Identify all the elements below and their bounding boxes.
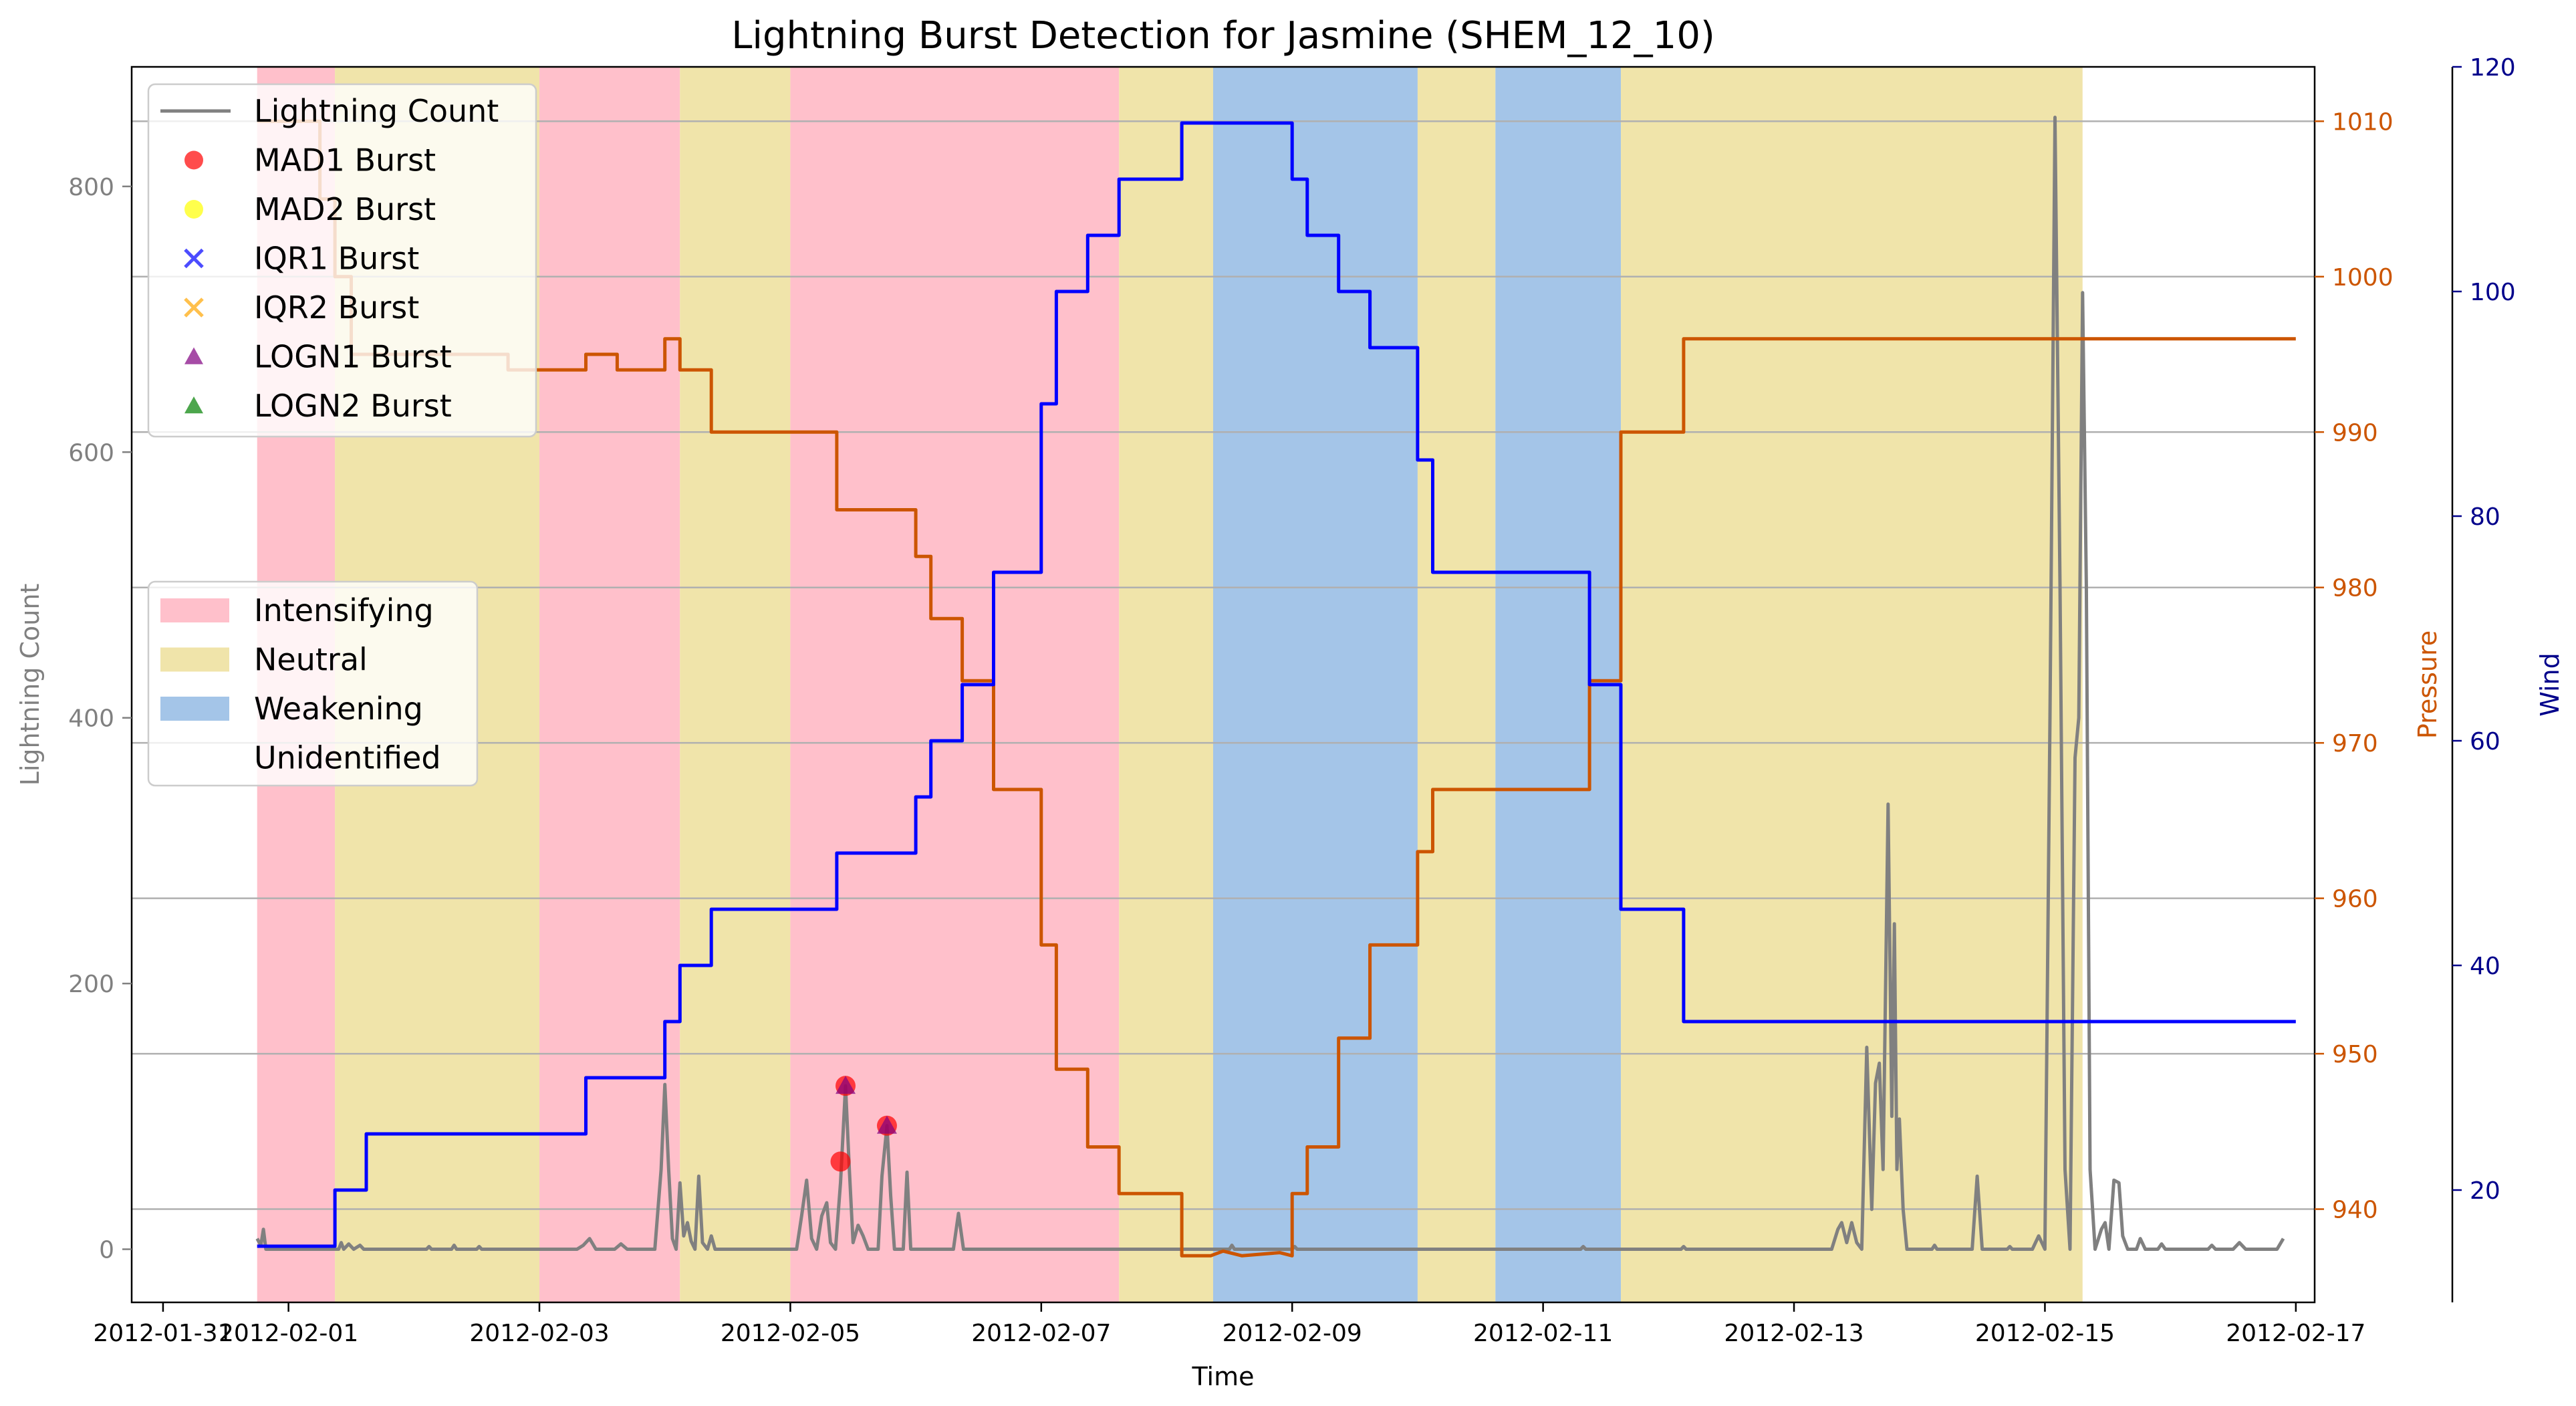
legend-box: [147, 83, 537, 438]
legend-label: Intensifying: [254, 592, 434, 628]
y-tick-label-wind: 120: [2470, 54, 2516, 82]
x-tick-label: 2012-01-31: [93, 1320, 233, 1347]
legend-label: Lightning Count: [254, 93, 499, 129]
phase-band-weakening: [1212, 67, 1418, 1302]
series-line-pressure: [257, 119, 2296, 1258]
legend-label: Neutral: [254, 642, 368, 678]
y-tick-label-pressure: 950: [2332, 1041, 2378, 1068]
y-tick-label-wind: 20: [2470, 1177, 2500, 1205]
y-tick-label-pressure: 970: [2332, 730, 2378, 757]
x-tick-label: 2012-02-11: [1473, 1320, 1613, 1347]
legend-label: Unidentified: [254, 740, 441, 776]
y-tick-label-wind: 100: [2470, 279, 2516, 306]
y-axis-label-lightning: Lightning Count: [15, 584, 45, 786]
burst-markers: [830, 1076, 897, 1172]
series-line-wind: [257, 121, 2296, 1248]
y-tick-label-wind: 40: [2470, 953, 2500, 980]
y-tick-label-pressure: 990: [2332, 419, 2378, 447]
chart-title: Lightning Burst Detection for Jasmine (S…: [731, 14, 1715, 57]
legend-label: IQR1 Burst: [254, 241, 419, 277]
phase-band-neutral: [680, 67, 791, 1302]
y-axis-label-pressure: Pressure: [2413, 630, 2442, 739]
burst-marker-logn1: [876, 1115, 897, 1134]
legend-swatch-x: [184, 248, 204, 269]
legend-label: LOGN2 Burst: [254, 388, 452, 424]
legend-label: LOGN1 Burst: [254, 339, 452, 375]
legend-label: MAD2 Burst: [254, 191, 436, 227]
legend-swatch-triangle: [184, 347, 203, 364]
phase-band-intensifying: [790, 67, 1120, 1302]
x-tick-label: 2012-02-09: [1222, 1320, 1362, 1347]
y-axis-label-wind: Wind: [2535, 653, 2565, 717]
x-tick-label: 2012-02-05: [721, 1320, 860, 1347]
burst-marker-logn1: [835, 1076, 856, 1094]
legend-label: Weakening: [254, 691, 423, 727]
x-tick-label: 2012-02-03: [469, 1320, 609, 1347]
y-tick-label-lightning: 800: [68, 174, 114, 201]
legend-swatch-triangle: [184, 396, 203, 414]
y-tick-label-lightning: 400: [68, 705, 114, 733]
y-tick-label-pressure: 1010: [2332, 108, 2394, 136]
plot-frame: [130, 66, 2316, 1304]
legend-markers: Lightning Count MAD1 Burst MAD2 Burst IQR1 …: [147, 83, 537, 438]
y-tick-label-pressure: 960: [2332, 886, 2378, 913]
series-line-lightning-count: [255, 116, 2285, 1251]
x-tick-label: 2012-02-07: [971, 1320, 1111, 1347]
y-tick-label-lightning: 0: [99, 1237, 114, 1264]
legend-swatch-patch: [160, 647, 229, 672]
legend-swatch-x: [184, 298, 204, 318]
y-tick-label-pressure: 940: [2332, 1197, 2378, 1224]
burst-marker-mad1: [830, 1151, 851, 1172]
legend-swatch-circle: [184, 150, 203, 170]
phase-band-intensifying: [539, 67, 680, 1302]
y-tick-label-pressure: 980: [2332, 575, 2378, 602]
x-tick-label: 2012-02-17: [2226, 1320, 2365, 1347]
y-tick-label-wind: 80: [2470, 503, 2500, 531]
x-tick-label: 2012-02-15: [1975, 1320, 2115, 1347]
legend-swatch-circle: [184, 200, 203, 219]
x-tick-label: 2012-02-01: [219, 1320, 358, 1347]
legend-phases: Intensifying Neutral Weakening Unidentified: [147, 580, 479, 787]
legend-box: [147, 580, 479, 787]
phase-band-neutral: [1119, 67, 1213, 1302]
y-tick-label-wind: 60: [2470, 728, 2500, 755]
y-tick-label-pressure: 1000: [2332, 264, 2394, 291]
phase-band-neutral: [1621, 67, 2083, 1302]
x-tick-label: 2012-02-13: [1724, 1320, 1863, 1347]
y-tick-label-lightning: 600: [68, 439, 114, 467]
legend-label: MAD1 Burst: [254, 142, 436, 179]
legend-swatch-patch: [160, 598, 229, 622]
series-lines: [255, 116, 2296, 1258]
legend-swatch-patch: [160, 697, 229, 721]
phase-band-neutral: [1417, 67, 1496, 1302]
legend-label: IQR2 Burst: [254, 289, 419, 326]
x-axis-label: Time: [1192, 1362, 1255, 1391]
y-tick-label-lightning: 200: [68, 971, 114, 998]
